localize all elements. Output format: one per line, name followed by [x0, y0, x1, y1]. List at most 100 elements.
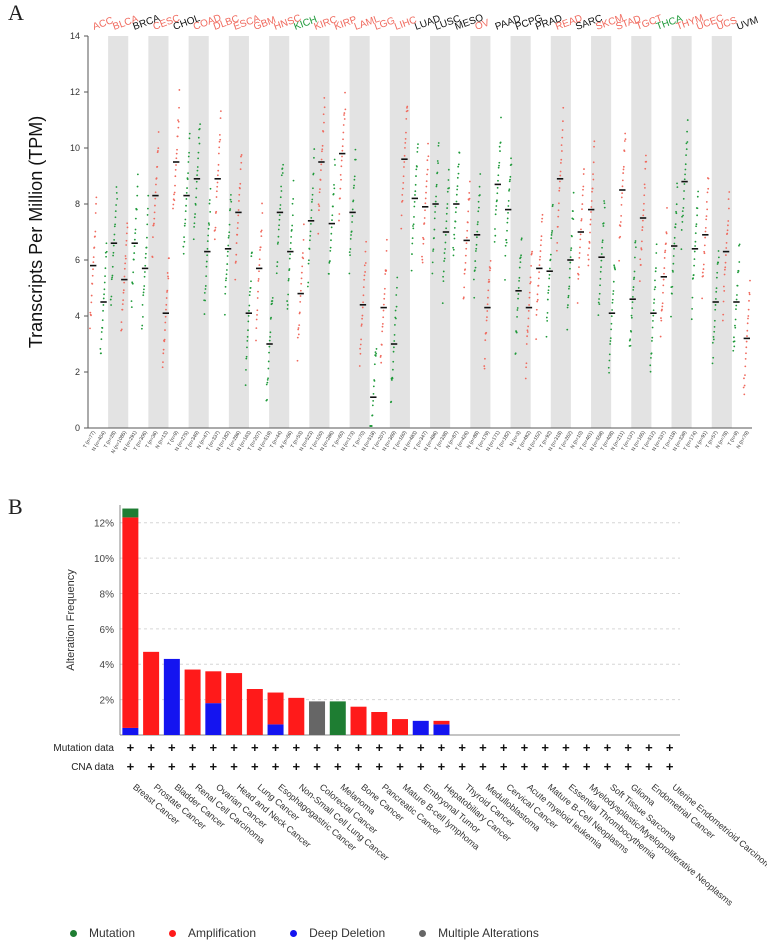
sample-point: [546, 319, 549, 322]
sample-point: [380, 343, 383, 346]
sample-point: [298, 324, 301, 326]
sample-point: [649, 370, 652, 373]
sample-point: [599, 277, 602, 280]
sample-point: [301, 265, 304, 268]
sample-point: [547, 289, 550, 292]
sample-point: [691, 307, 693, 310]
sample-point: [654, 279, 656, 282]
sample-point: [319, 188, 321, 191]
sample-point: [154, 197, 157, 200]
sample-point: [660, 319, 663, 322]
sample-point: [600, 253, 603, 255]
column-band: [349, 36, 370, 428]
sample-point: [693, 264, 695, 267]
sample-point: [225, 269, 228, 271]
cna-data-marker: +: [624, 759, 632, 774]
sample-point: [250, 280, 252, 283]
sample-point: [550, 232, 553, 234]
sample-point: [318, 191, 321, 194]
sample-group: [472, 173, 482, 299]
sample-point: [494, 234, 497, 237]
sample-point: [353, 184, 355, 187]
sample-point: [735, 298, 738, 301]
sample-point: [416, 150, 419, 153]
sample-point: [497, 174, 500, 177]
sample-point: [193, 222, 196, 225]
sample-point: [621, 192, 624, 195]
legend-item-amplification: Amplification: [169, 926, 256, 940]
sample-group: [140, 194, 150, 330]
sample-point: [737, 271, 739, 274]
sample-point: [401, 193, 404, 196]
sample-group: [151, 131, 160, 258]
sample-point: [395, 317, 397, 320]
sample-point: [706, 208, 709, 211]
sample-point: [558, 189, 561, 192]
sample-point: [246, 346, 248, 349]
sample-point: [494, 228, 496, 230]
sample-point: [494, 213, 497, 216]
sample-group: [286, 179, 295, 310]
sample-point: [291, 224, 294, 227]
sample-point: [391, 377, 394, 380]
sample-point: [381, 323, 384, 325]
sample-group: [504, 157, 513, 281]
sample-point: [717, 261, 720, 264]
sample-point: [456, 176, 459, 179]
sample-point: [277, 228, 280, 231]
sample-point: [416, 146, 419, 149]
bar-amplification: [371, 712, 388, 735]
sample-point: [276, 242, 279, 245]
sample-point: [445, 220, 448, 223]
sample-point: [681, 221, 684, 223]
sample-point: [634, 241, 637, 244]
sample-point: [236, 227, 239, 230]
sample-point: [226, 255, 229, 257]
sample-point: [621, 179, 624, 182]
sample-point: [446, 190, 449, 193]
sample-point: [661, 305, 664, 308]
sample-point: [664, 249, 667, 252]
sample-point: [307, 262, 310, 265]
sample-point: [663, 267, 666, 269]
sample-point: [177, 126, 180, 129]
sample-point: [259, 249, 261, 251]
sample-point: [618, 259, 621, 262]
sample-point: [175, 152, 178, 155]
sample-group: [431, 142, 440, 275]
sample-point: [443, 260, 445, 262]
sample-point: [333, 183, 335, 186]
sample-point: [364, 262, 367, 264]
sample-point: [685, 148, 688, 151]
sample-point: [486, 303, 489, 306]
sample-point: [215, 190, 218, 193]
sample-point: [348, 272, 351, 275]
sample-point: [310, 216, 313, 219]
sample-point: [332, 193, 335, 195]
sample-point: [329, 246, 332, 249]
sample-point: [653, 298, 656, 301]
sample-point: [219, 117, 222, 119]
sample-point: [559, 170, 562, 173]
sample-point: [361, 317, 363, 320]
sample-point: [235, 253, 238, 256]
sample-point: [609, 340, 612, 342]
sample-point: [204, 285, 207, 287]
sample-point: [401, 199, 404, 202]
sample-point: [608, 353, 611, 356]
sample-point: [123, 281, 126, 284]
sample-point: [296, 359, 299, 362]
sample-point: [630, 314, 633, 317]
sample-point: [249, 286, 252, 289]
sample-point: [661, 302, 664, 305]
sample-point: [680, 248, 683, 251]
sample-point: [446, 207, 449, 209]
mutation-data-marker: +: [355, 740, 363, 755]
sample-point: [610, 328, 612, 331]
mutation-data-marker: +: [313, 740, 321, 755]
sample-point: [125, 239, 128, 242]
mutation-data-marker: +: [168, 740, 176, 755]
sample-point: [577, 273, 580, 276]
sample-point: [694, 245, 697, 247]
sample-group: [680, 119, 689, 251]
